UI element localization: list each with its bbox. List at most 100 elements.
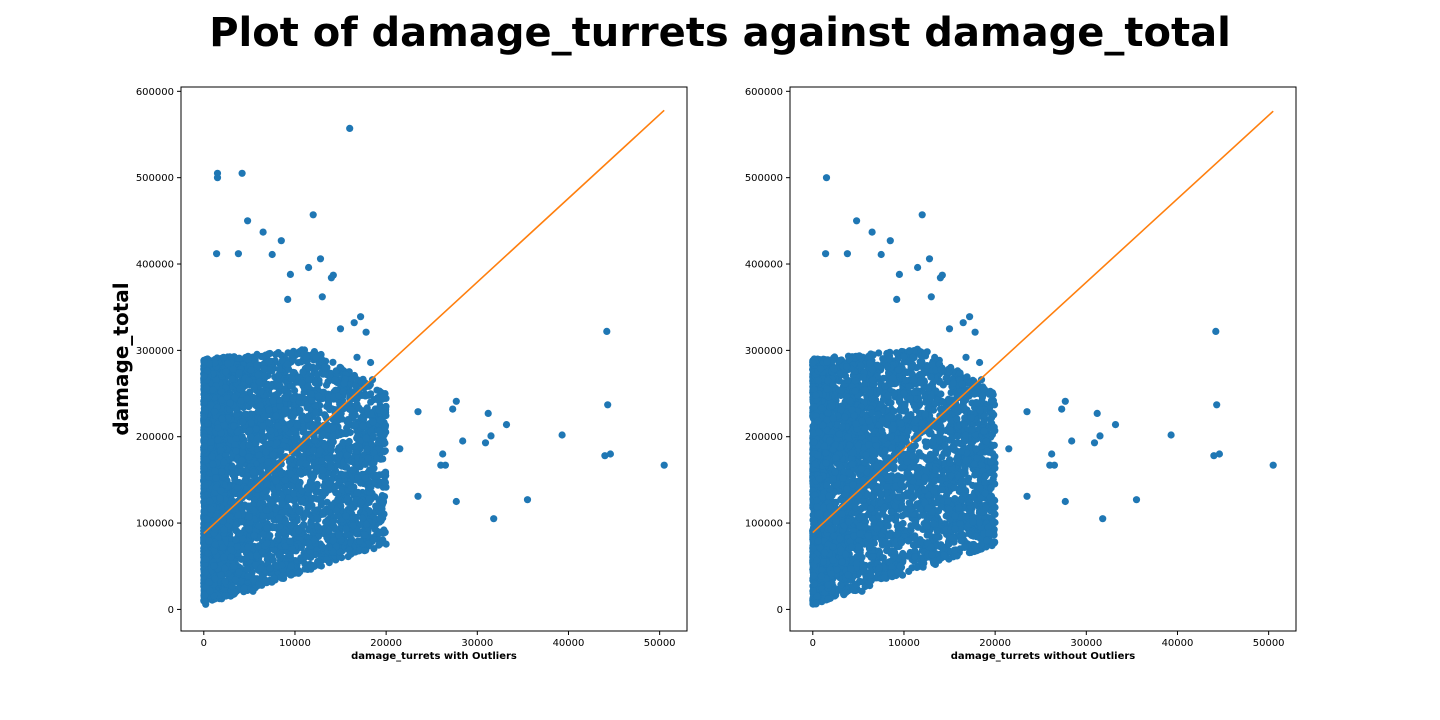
scatter-point — [361, 531, 369, 539]
scatter-point — [208, 505, 216, 514]
scatter-point — [244, 217, 252, 225]
scatter-point — [267, 498, 276, 506]
scatter-point — [242, 410, 250, 418]
dense-point-cloud — [200, 346, 390, 608]
scatter-point — [302, 353, 311, 361]
x-tick-label: 40000 — [553, 638, 585, 649]
scatter-point — [339, 388, 347, 396]
scatter-point — [275, 396, 283, 404]
scatter-point — [204, 549, 212, 557]
scatter-point — [296, 468, 304, 476]
scatter-point — [375, 387, 383, 395]
scatter-point — [299, 368, 307, 376]
scatter-point — [244, 572, 252, 580]
scatter-point — [238, 518, 246, 526]
scatter-point — [275, 514, 283, 522]
scatter-point — [293, 434, 301, 442]
scatter-point — [205, 578, 213, 586]
scatter-point — [247, 366, 255, 374]
scatter-point — [239, 449, 247, 457]
y-tick-label: 0 — [168, 605, 174, 616]
scatter-point — [328, 518, 337, 526]
scatter-point — [342, 512, 350, 520]
scatter-point — [253, 350, 261, 358]
scatter-point — [299, 445, 307, 453]
scatter-point — [379, 498, 387, 506]
scatter-point — [331, 376, 339, 384]
scatter-point — [312, 409, 320, 417]
scatter-point — [233, 543, 242, 551]
scatter-point — [350, 319, 358, 327]
scatter-point — [226, 399, 234, 407]
scatter-point — [382, 402, 390, 410]
scatter-point — [236, 385, 244, 393]
scatter-point — [325, 527, 333, 535]
scatter-point — [318, 457, 326, 465]
scatter-point — [254, 370, 262, 379]
scatter-point — [381, 470, 389, 478]
scatter-point — [204, 419, 212, 427]
scatter-point — [379, 393, 387, 401]
scatter-point — [373, 454, 381, 462]
scatter-point — [295, 527, 303, 535]
scatter-point — [357, 498, 365, 506]
scatter-point — [249, 468, 257, 476]
scatter-point — [262, 448, 270, 456]
scatter-point — [558, 431, 566, 439]
scatter-point — [370, 536, 378, 544]
scatter-point — [253, 552, 261, 560]
scatter-point — [327, 463, 335, 472]
scatter-point — [231, 576, 240, 584]
scatter-point — [376, 529, 384, 538]
scatter-point — [227, 553, 235, 561]
scatter-point — [441, 461, 449, 469]
scatter-point — [323, 556, 331, 564]
scatter-point — [367, 484, 375, 492]
scatter-panel-with-outliers: 0 10000 20000 30000 40000 5000001000002000003… — [109, 86, 688, 662]
scatter-point — [340, 471, 348, 479]
scatter-point — [260, 365, 268, 373]
scatter-point — [368, 466, 376, 474]
scatter-point — [414, 408, 422, 416]
scatter-point — [312, 364, 320, 372]
scatter-point — [206, 587, 214, 595]
scatter-point — [229, 470, 237, 478]
scatter-point — [305, 539, 313, 547]
scatter-point — [603, 327, 611, 335]
scatter-point — [209, 386, 217, 394]
scatter-point — [347, 503, 355, 511]
scatter-point — [265, 419, 273, 427]
scatter-point — [238, 457, 246, 465]
scatter-point — [314, 522, 322, 531]
scatter-point — [229, 562, 238, 570]
scatter-point — [313, 495, 321, 503]
scatter-point — [221, 564, 229, 572]
scatter-point — [342, 525, 350, 533]
scatter-point — [272, 350, 280, 359]
scatter-point — [349, 466, 357, 474]
scatter-point — [267, 427, 275, 435]
scatter-point — [244, 543, 252, 551]
scatter-point — [200, 442, 208, 450]
scatter-point — [212, 474, 220, 482]
scatter-point — [214, 424, 222, 432]
scatter-point — [221, 592, 230, 600]
scatter-point — [502, 421, 511, 429]
scatter-point — [269, 451, 277, 459]
scatter-point — [349, 522, 357, 530]
scatter-point — [200, 508, 208, 516]
scatter-point — [240, 584, 248, 593]
scatter-point — [356, 537, 364, 545]
scatter-point — [325, 480, 333, 488]
scatter-point — [288, 482, 296, 490]
scatter-point — [274, 422, 282, 430]
scatter-point — [201, 481, 209, 490]
scatter-point — [260, 413, 268, 421]
scatter-point — [211, 540, 219, 549]
scatter-point — [347, 484, 355, 492]
scatter-point — [277, 447, 285, 455]
scatter-point — [362, 392, 370, 400]
scatter-point — [221, 577, 229, 586]
scatter-point — [286, 537, 294, 545]
